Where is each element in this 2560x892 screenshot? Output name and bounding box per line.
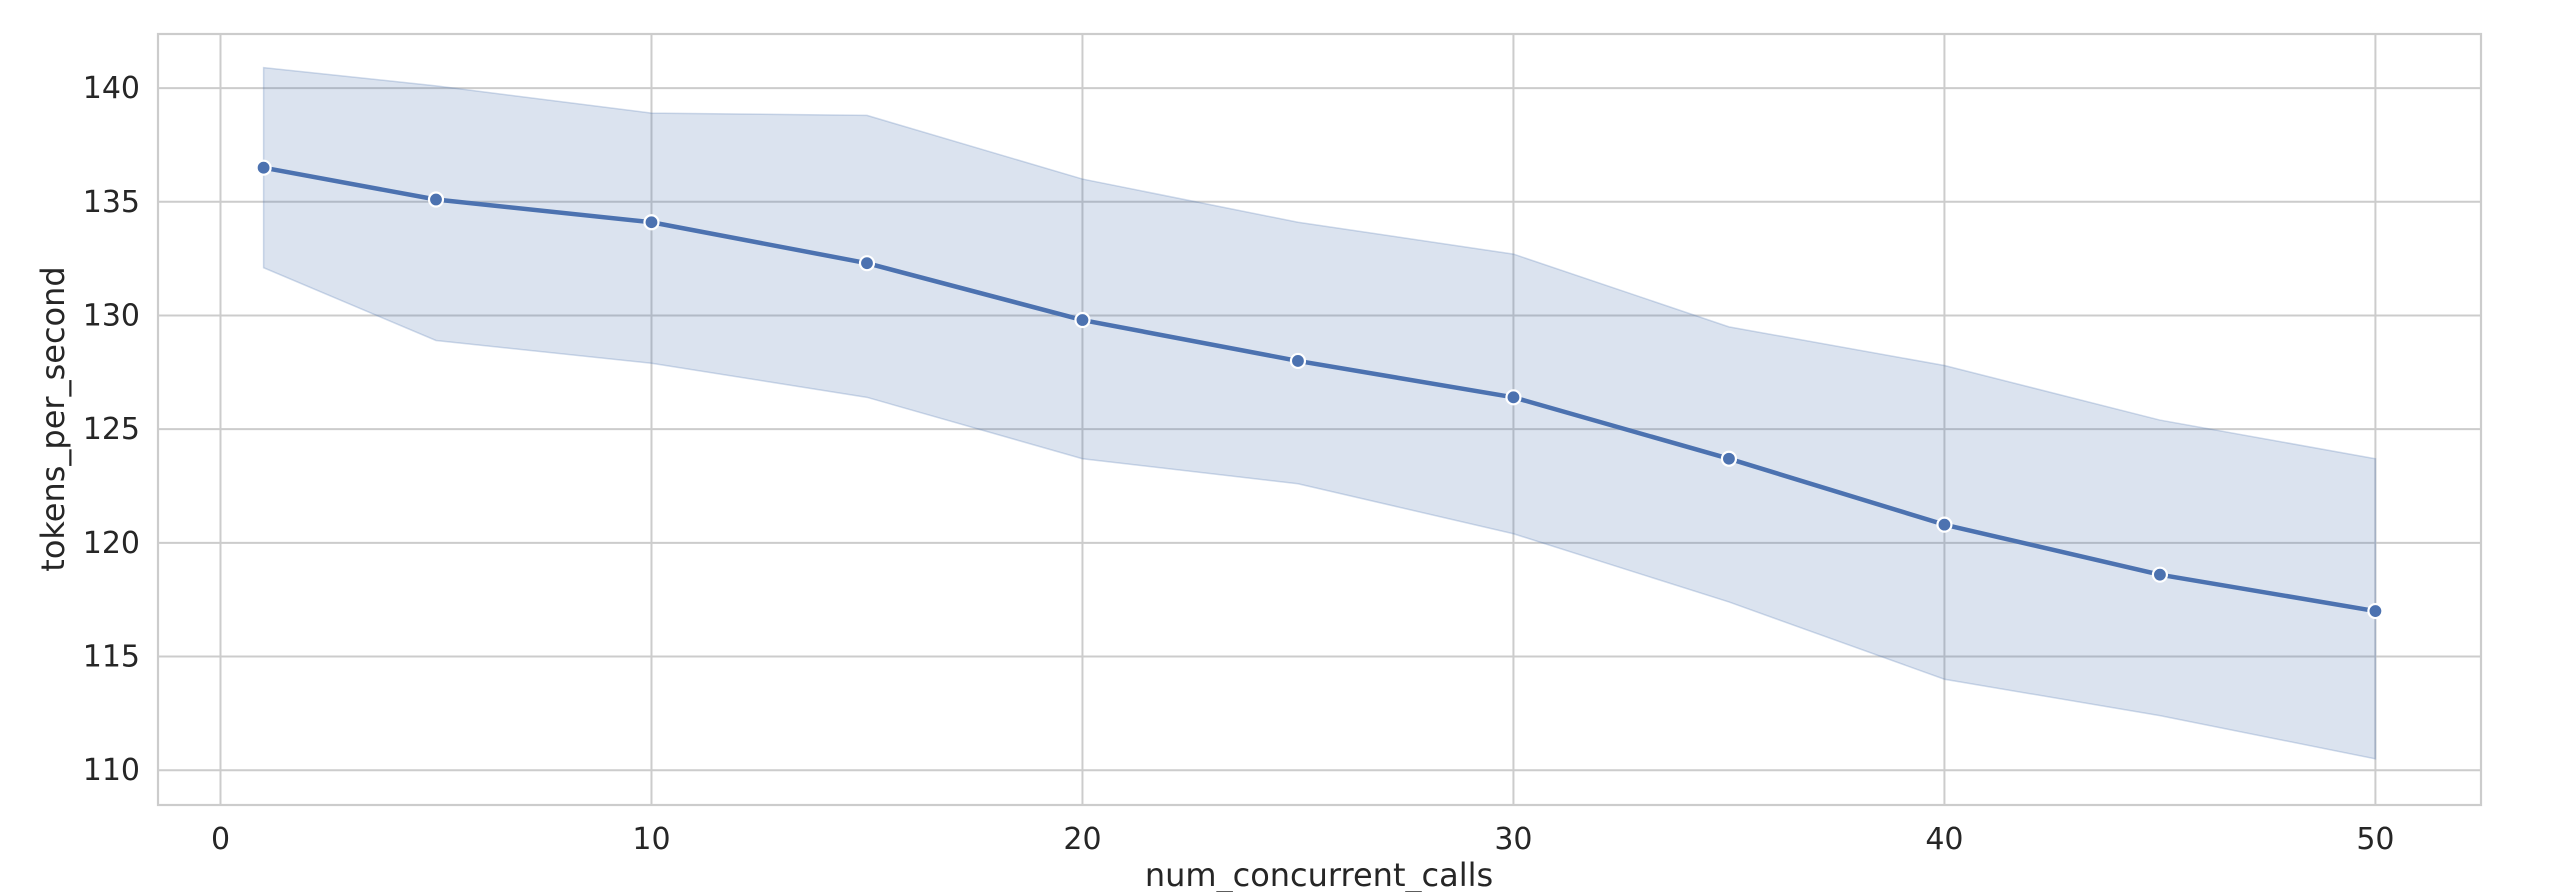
data-point	[1289, 352, 1307, 370]
confidence-band-area	[262, 66, 2377, 760]
gridlines	[158, 34, 2481, 805]
data-point	[2151, 566, 2169, 583]
data-point	[1505, 389, 1522, 406]
y-axis-label: tokens_per_second	[34, 266, 72, 571]
data-point	[427, 191, 445, 208]
x-axis-label: num_concurrent_calls	[1145, 856, 1493, 892]
data-point-markers	[255, 159, 2384, 620]
y-tick-labels: 110 115 120 125 130 135 140	[83, 71, 140, 788]
plot-border	[156, 32, 2483, 807]
y-tick-label: 120	[83, 526, 140, 561]
data-point	[2367, 602, 2384, 620]
x-tick-label: 50	[2356, 822, 2394, 857]
y-tick-label: 125	[83, 412, 140, 447]
x-tick-label: 0	[211, 822, 230, 857]
x-tick-labels: 0 10 20 30 40 50	[211, 822, 2395, 857]
data-point	[1936, 516, 1953, 533]
y-tick-label: 110	[83, 753, 140, 788]
data-point	[858, 255, 876, 272]
x-tick-label: 30	[1494, 822, 1532, 857]
x-tick-label: 40	[1925, 822, 1963, 857]
data-point	[1720, 450, 1738, 467]
y-tick-label: 115	[83, 640, 140, 675]
x-tick-label: 20	[1063, 822, 1101, 857]
data-point	[255, 159, 272, 176]
x-tick-label: 10	[632, 822, 670, 857]
confidence-band	[262, 66, 2377, 760]
y-tick-label: 135	[83, 185, 140, 220]
axes-spine-box	[156, 32, 2483, 807]
data-point	[643, 214, 660, 231]
y-tick-label: 140	[83, 71, 140, 106]
data-point	[1074, 311, 1091, 329]
y-tick-label: 130	[83, 298, 140, 333]
